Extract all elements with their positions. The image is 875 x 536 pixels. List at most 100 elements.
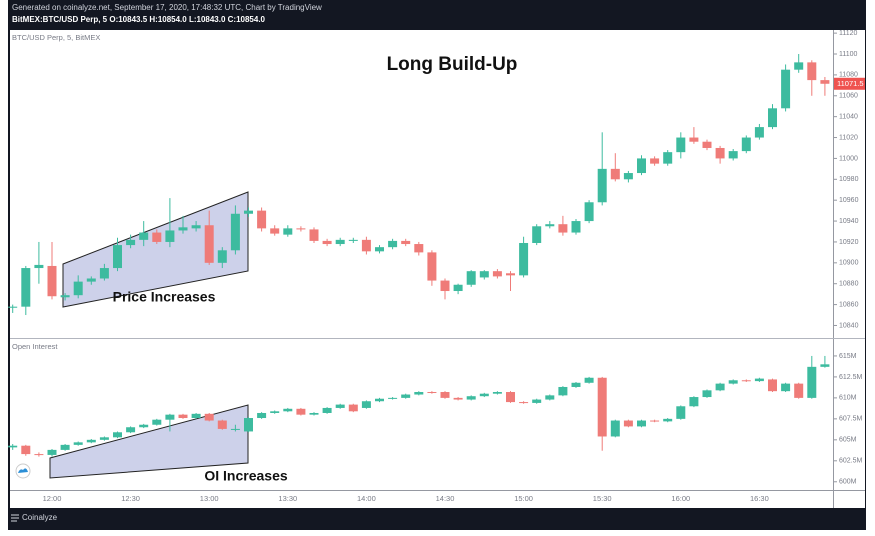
candle-body bbox=[401, 394, 411, 398]
candle-body bbox=[715, 147, 725, 159]
candle-body bbox=[361, 401, 371, 408]
candle-body bbox=[335, 404, 345, 408]
candle-body bbox=[584, 377, 594, 383]
candle-body bbox=[113, 432, 122, 438]
candle-body bbox=[492, 392, 502, 394]
x-tick-label: 14:00 bbox=[357, 494, 376, 503]
y-tick-label: 10860 bbox=[839, 301, 859, 308]
last-price-badge bbox=[834, 77, 865, 90]
x-tick-label: 13:00 bbox=[200, 494, 219, 503]
candle-body bbox=[466, 396, 476, 400]
x-tick-label: 13:30 bbox=[278, 494, 297, 503]
candle-body bbox=[689, 397, 699, 407]
candle-body bbox=[257, 210, 267, 229]
y-tick-label: 11000 bbox=[839, 155, 858, 162]
candle-body bbox=[60, 295, 70, 298]
candle-body bbox=[204, 413, 214, 421]
candle-body bbox=[702, 141, 712, 148]
candle-body bbox=[217, 420, 227, 429]
y-tick-label: 11080 bbox=[839, 72, 858, 79]
candle-body bbox=[479, 271, 489, 278]
candle-body bbox=[178, 227, 188, 231]
candle-body bbox=[244, 418, 253, 432]
price-axis-area bbox=[834, 30, 865, 508]
candle-body bbox=[519, 242, 529, 276]
y-tick-label: 11100 bbox=[839, 51, 858, 58]
candle-body bbox=[99, 268, 109, 279]
candle-body bbox=[178, 414, 188, 419]
candle-body bbox=[637, 158, 646, 174]
time-axis-area bbox=[10, 491, 833, 508]
candle-body bbox=[283, 228, 293, 235]
pane-title: Open Interest bbox=[12, 342, 58, 351]
candle-body bbox=[165, 230, 175, 242]
candle-body bbox=[47, 449, 57, 455]
candle-body bbox=[257, 412, 267, 419]
candle-body bbox=[781, 383, 791, 392]
candle-body bbox=[8, 445, 18, 448]
candle-body bbox=[165, 414, 175, 420]
candle-body bbox=[506, 273, 515, 276]
candle-body bbox=[610, 168, 620, 180]
candle-body bbox=[650, 420, 660, 422]
candle-body bbox=[230, 213, 240, 251]
candle-body bbox=[414, 392, 424, 395]
candle-body bbox=[820, 80, 830, 84]
y-tick-label: 11060 bbox=[839, 93, 858, 100]
candle-body bbox=[807, 366, 817, 398]
candle-body bbox=[230, 428, 240, 430]
candle-body bbox=[73, 281, 83, 296]
candle-body bbox=[768, 108, 777, 128]
candle-body bbox=[47, 265, 57, 297]
candle-body bbox=[584, 202, 594, 222]
candle-body bbox=[453, 397, 463, 400]
candle-body bbox=[794, 62, 804, 70]
candle-body bbox=[99, 437, 109, 440]
y-tick-label: 615M bbox=[839, 353, 857, 360]
candle-body bbox=[715, 383, 725, 391]
candle-body bbox=[440, 280, 450, 292]
candle-body bbox=[754, 378, 764, 382]
candle-body bbox=[126, 427, 136, 433]
y-tick-label: 10880 bbox=[839, 281, 859, 288]
candle-body bbox=[322, 240, 332, 245]
x-tick-label: 15:00 bbox=[514, 494, 533, 503]
candle-body bbox=[427, 252, 437, 281]
oi-wedge bbox=[49, 404, 249, 479]
candle-body bbox=[610, 420, 620, 437]
candle-body bbox=[217, 250, 227, 263]
candle-body bbox=[676, 137, 686, 153]
candle-body bbox=[650, 158, 660, 164]
candle-body bbox=[807, 62, 817, 81]
candle-body bbox=[309, 412, 319, 415]
candle-body bbox=[86, 439, 96, 443]
candle-body bbox=[820, 364, 830, 367]
candle-body bbox=[296, 228, 306, 230]
price-wedge bbox=[62, 191, 249, 308]
candle-body bbox=[21, 268, 31, 307]
x-tick-label: 12:00 bbox=[43, 494, 62, 503]
candle-body bbox=[322, 407, 332, 413]
candle-body bbox=[741, 380, 751, 382]
candle-body bbox=[571, 382, 581, 387]
y-tick-label: 602.5M bbox=[839, 458, 863, 465]
candle-body bbox=[348, 404, 358, 412]
candle-body bbox=[21, 445, 31, 455]
candle-body bbox=[139, 424, 149, 428]
candle-body bbox=[519, 402, 529, 404]
symbol-text: BitMEX:BTC/USD Perp, 5 O:10843.5 H:10854… bbox=[12, 15, 266, 24]
candle-body bbox=[361, 239, 371, 252]
candle-body bbox=[558, 386, 568, 396]
x-tick-label: 12:30 bbox=[121, 494, 140, 503]
y-tick-label: 11020 bbox=[839, 134, 858, 141]
candle-body bbox=[191, 413, 201, 419]
candle-body bbox=[244, 210, 253, 214]
menu-icon[interactable] bbox=[11, 514, 19, 522]
y-tick-label: 11040 bbox=[839, 114, 858, 121]
candle-body bbox=[545, 224, 555, 227]
x-tick-label: 16:30 bbox=[750, 494, 769, 503]
y-tick-label: 10940 bbox=[839, 218, 859, 225]
candle-body bbox=[204, 225, 214, 263]
candle-body bbox=[571, 221, 581, 233]
candle-body bbox=[335, 239, 345, 245]
